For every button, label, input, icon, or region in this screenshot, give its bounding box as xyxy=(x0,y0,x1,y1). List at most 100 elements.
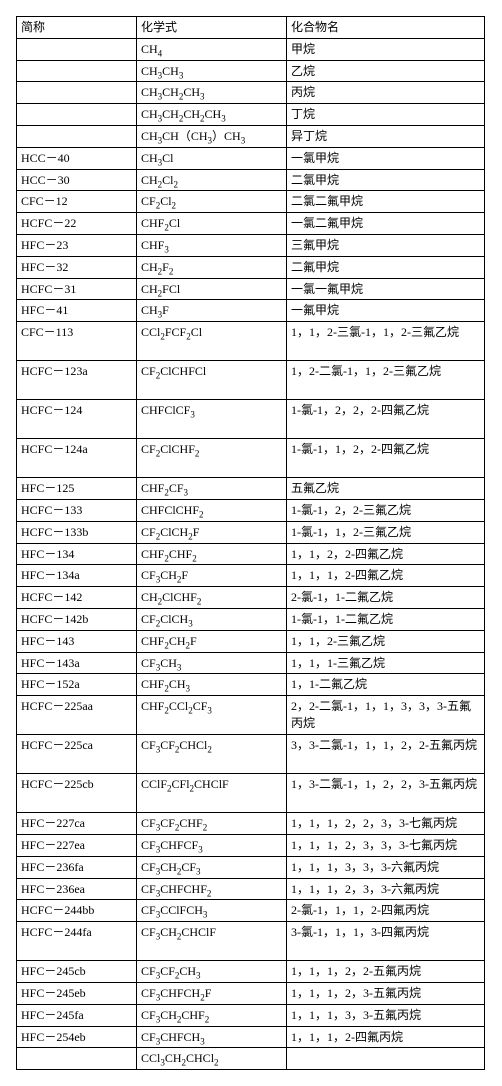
cell-abbr xyxy=(17,1048,137,1070)
table-row: HFC－245cbCF3CF2CH31，1，1，2，2-五氟丙烷 xyxy=(17,961,485,983)
cell-abbr: HCFC－225cb xyxy=(17,774,137,813)
cell-formula: CF3CH2CF3 xyxy=(137,856,287,878)
table-row: HFC－32CH2F2二氟甲烷 xyxy=(17,256,485,278)
cell-name: 3-氯-1，1，1，3-四氟丙烷 xyxy=(287,922,485,961)
cell-abbr: HFC－32 xyxy=(17,256,137,278)
cell-name: 甲烷 xyxy=(287,38,485,60)
cell-name: 1，1，2，2-四氟乙烷 xyxy=(287,543,485,565)
cell-formula: CF2ClCH2F xyxy=(137,521,287,543)
cell-formula: CCl2FCF2Cl xyxy=(137,322,287,361)
table-row: HCFC－22CHF2Cl一氯二氟甲烷 xyxy=(17,213,485,235)
cell-formula: CF3CF2CH3 xyxy=(137,961,287,983)
cell-formula: CH2Cl2 xyxy=(137,169,287,191)
header-formula: 化学式 xyxy=(137,17,287,39)
cell-name: 1，1，1，2-四氟丙烷 xyxy=(287,1026,485,1048)
table-row: HFC－134aCF3CH2F1，1，1，2-四氟乙烷 xyxy=(17,565,485,587)
cell-abbr: HCFC－225aa xyxy=(17,696,137,735)
cell-abbr: HFC－134 xyxy=(17,543,137,565)
cell-name: 1，1，1，2，2-五氟丙烷 xyxy=(287,961,485,983)
cell-formula: CHF2CF3 xyxy=(137,478,287,500)
table-row: CFC－12CF2Cl2二氯二氟甲烷 xyxy=(17,191,485,213)
table-row: HCFC－225caCF3CF2CHCl23，3-二氯-1，1，1，2，2-五氟… xyxy=(17,735,485,774)
table-row: HCFC－142CH2ClCHF22-氯-1，1-二氟乙烷 xyxy=(17,587,485,609)
cell-abbr: HCFC－31 xyxy=(17,278,137,300)
cell-name: 1，1，1，3，3，3-六氟丙烷 xyxy=(287,856,485,878)
table-row: HCC－40CH3Cl一氯甲烷 xyxy=(17,147,485,169)
cell-name: 2，2-二氯-1，1，1，3，3，3-五氟丙烷 xyxy=(287,696,485,735)
table-row: CFC－113CCl2FCF2Cl1，1，2-三氯-1，1，2-三氟乙烷 xyxy=(17,322,485,361)
cell-abbr: HCFC－244bb xyxy=(17,900,137,922)
cell-abbr xyxy=(17,82,137,104)
cell-name: 三氟甲烷 xyxy=(287,234,485,256)
cell-abbr: HCFC－123a xyxy=(17,361,137,400)
cell-name: 1，1-二氟乙烷 xyxy=(287,674,485,696)
cell-abbr: HFC－236fa xyxy=(17,856,137,878)
header-abbr: 简称 xyxy=(17,17,137,39)
cell-abbr: HFC－227ea xyxy=(17,834,137,856)
cell-abbr: HFC－143a xyxy=(17,652,137,674)
cell-name: 五氟乙烷 xyxy=(287,478,485,500)
table-row: HFC－125CHF2CF3五氟乙烷 xyxy=(17,478,485,500)
cell-formula: CF3CH2F xyxy=(137,565,287,587)
cell-formula: CHF2CCl2CF3 xyxy=(137,696,287,735)
cell-name: 1，1，1，3，3-五氟丙烷 xyxy=(287,1004,485,1026)
table-row: HFC－152aCHF2CH31，1-二氟乙烷 xyxy=(17,674,485,696)
cell-name: 二氟甲烷 xyxy=(287,256,485,278)
cell-abbr: HCC－40 xyxy=(17,147,137,169)
cell-name: 1-氯-1，1-二氟乙烷 xyxy=(287,608,485,630)
cell-formula: CHF2CH3 xyxy=(137,674,287,696)
cell-abbr: HFC－41 xyxy=(17,300,137,322)
cell-formula: CH4 xyxy=(137,38,287,60)
table-row: HCFC－225cbCClF2CFl2CHClF1，3-二氯-1，1，2，2，3… xyxy=(17,774,485,813)
cell-name: 1-氯-1，2，2，2-四氟乙烷 xyxy=(287,400,485,439)
cell-formula: CF3CHFCH2F xyxy=(137,982,287,1004)
table-row: CH3CH2CH2CH3丁烷 xyxy=(17,104,485,126)
cell-name: 1，1，1-三氟乙烷 xyxy=(287,652,485,674)
cell-formula: CHF2Cl xyxy=(137,213,287,235)
table-row: HFC－227eaCF3CHFCF31，1，1，2，3，3，3-七氟丙烷 xyxy=(17,834,485,856)
cell-name: 2-氯-1，1，1，2-四氟丙烷 xyxy=(287,900,485,922)
cell-formula: CCl3CH2CHCl2 xyxy=(137,1048,287,1070)
compound-table: 简称 化学式 化合物名 CH4甲烷CH3CH3乙烷CH3CH2CH3丙烷CH3C… xyxy=(16,16,485,1070)
cell-formula: CF2ClCHF2 xyxy=(137,439,287,478)
cell-abbr: CFC－12 xyxy=(17,191,137,213)
cell-abbr: HFC－245fa xyxy=(17,1004,137,1026)
cell-formula: CF3CHFCHF2 xyxy=(137,878,287,900)
table-body: CH4甲烷CH3CH3乙烷CH3CH2CH3丙烷CH3CH2CH2CH3丁烷CH… xyxy=(17,38,485,1069)
cell-name: 1，3-二氯-1，1，2，2，3-五氟丙烷 xyxy=(287,774,485,813)
cell-abbr: HFC－245eb xyxy=(17,982,137,1004)
cell-name: 1，1，1，2，3，3，3-七氟丙烷 xyxy=(287,834,485,856)
cell-name: 丁烷 xyxy=(287,104,485,126)
table-row: HFC－41CH3F一氟甲烷 xyxy=(17,300,485,322)
cell-formula: CF2ClCH3 xyxy=(137,608,287,630)
table-row: CH3CH3乙烷 xyxy=(17,60,485,82)
cell-name: 1，1，1，2，3-五氟丙烷 xyxy=(287,982,485,1004)
table-row: CCl3CH2CHCl2 xyxy=(17,1048,485,1070)
table-row: HCFC－124aCF2ClCHF21-氯-1，1，2，2-四氟乙烷 xyxy=(17,439,485,478)
cell-abbr: HFC－236ea xyxy=(17,878,137,900)
cell-formula: CH3F xyxy=(137,300,287,322)
cell-formula: CH3CH（CH3）CH3 xyxy=(137,125,287,147)
cell-abbr: HFC－245cb xyxy=(17,961,137,983)
table-row: HFC－134CHF2CHF21，1，2，2-四氟乙烷 xyxy=(17,543,485,565)
table-row: HFC－143CHF2CH2F1，1，2-三氟乙烷 xyxy=(17,630,485,652)
cell-formula: CF3CHFCH3 xyxy=(137,1026,287,1048)
table-row: CH3CH（CH3）CH3异丁烷 xyxy=(17,125,485,147)
cell-name: 一氟甲烷 xyxy=(287,300,485,322)
cell-abbr: CFC－113 xyxy=(17,322,137,361)
cell-name: 一氯甲烷 xyxy=(287,147,485,169)
cell-abbr: HCFC－124a xyxy=(17,439,137,478)
cell-name: 1，1，2-三氟乙烷 xyxy=(287,630,485,652)
cell-abbr: HFC－227ca xyxy=(17,813,137,835)
cell-formula: CH2ClCHF2 xyxy=(137,587,287,609)
table-row: HFC－245faCF3CH2CHF21，1，1，3，3-五氟丙烷 xyxy=(17,1004,485,1026)
table-row: HFC－236faCF3CH2CF31，1，1，3，3，3-六氟丙烷 xyxy=(17,856,485,878)
table-row: HFC－227caCF3CF2CHF21，1，1，2，2，3，3-七氟丙烷 xyxy=(17,813,485,835)
cell-formula: CH2FCl xyxy=(137,278,287,300)
cell-abbr: HCFC－142 xyxy=(17,587,137,609)
cell-name: 1-氯-1，2，2-三氟乙烷 xyxy=(287,499,485,521)
cell-name xyxy=(287,1048,485,1070)
table-row: CH3CH2CH3丙烷 xyxy=(17,82,485,104)
cell-name: 1，1，2-三氯-1，1，2-三氟乙烷 xyxy=(287,322,485,361)
cell-name: 一氯一氟甲烷 xyxy=(287,278,485,300)
